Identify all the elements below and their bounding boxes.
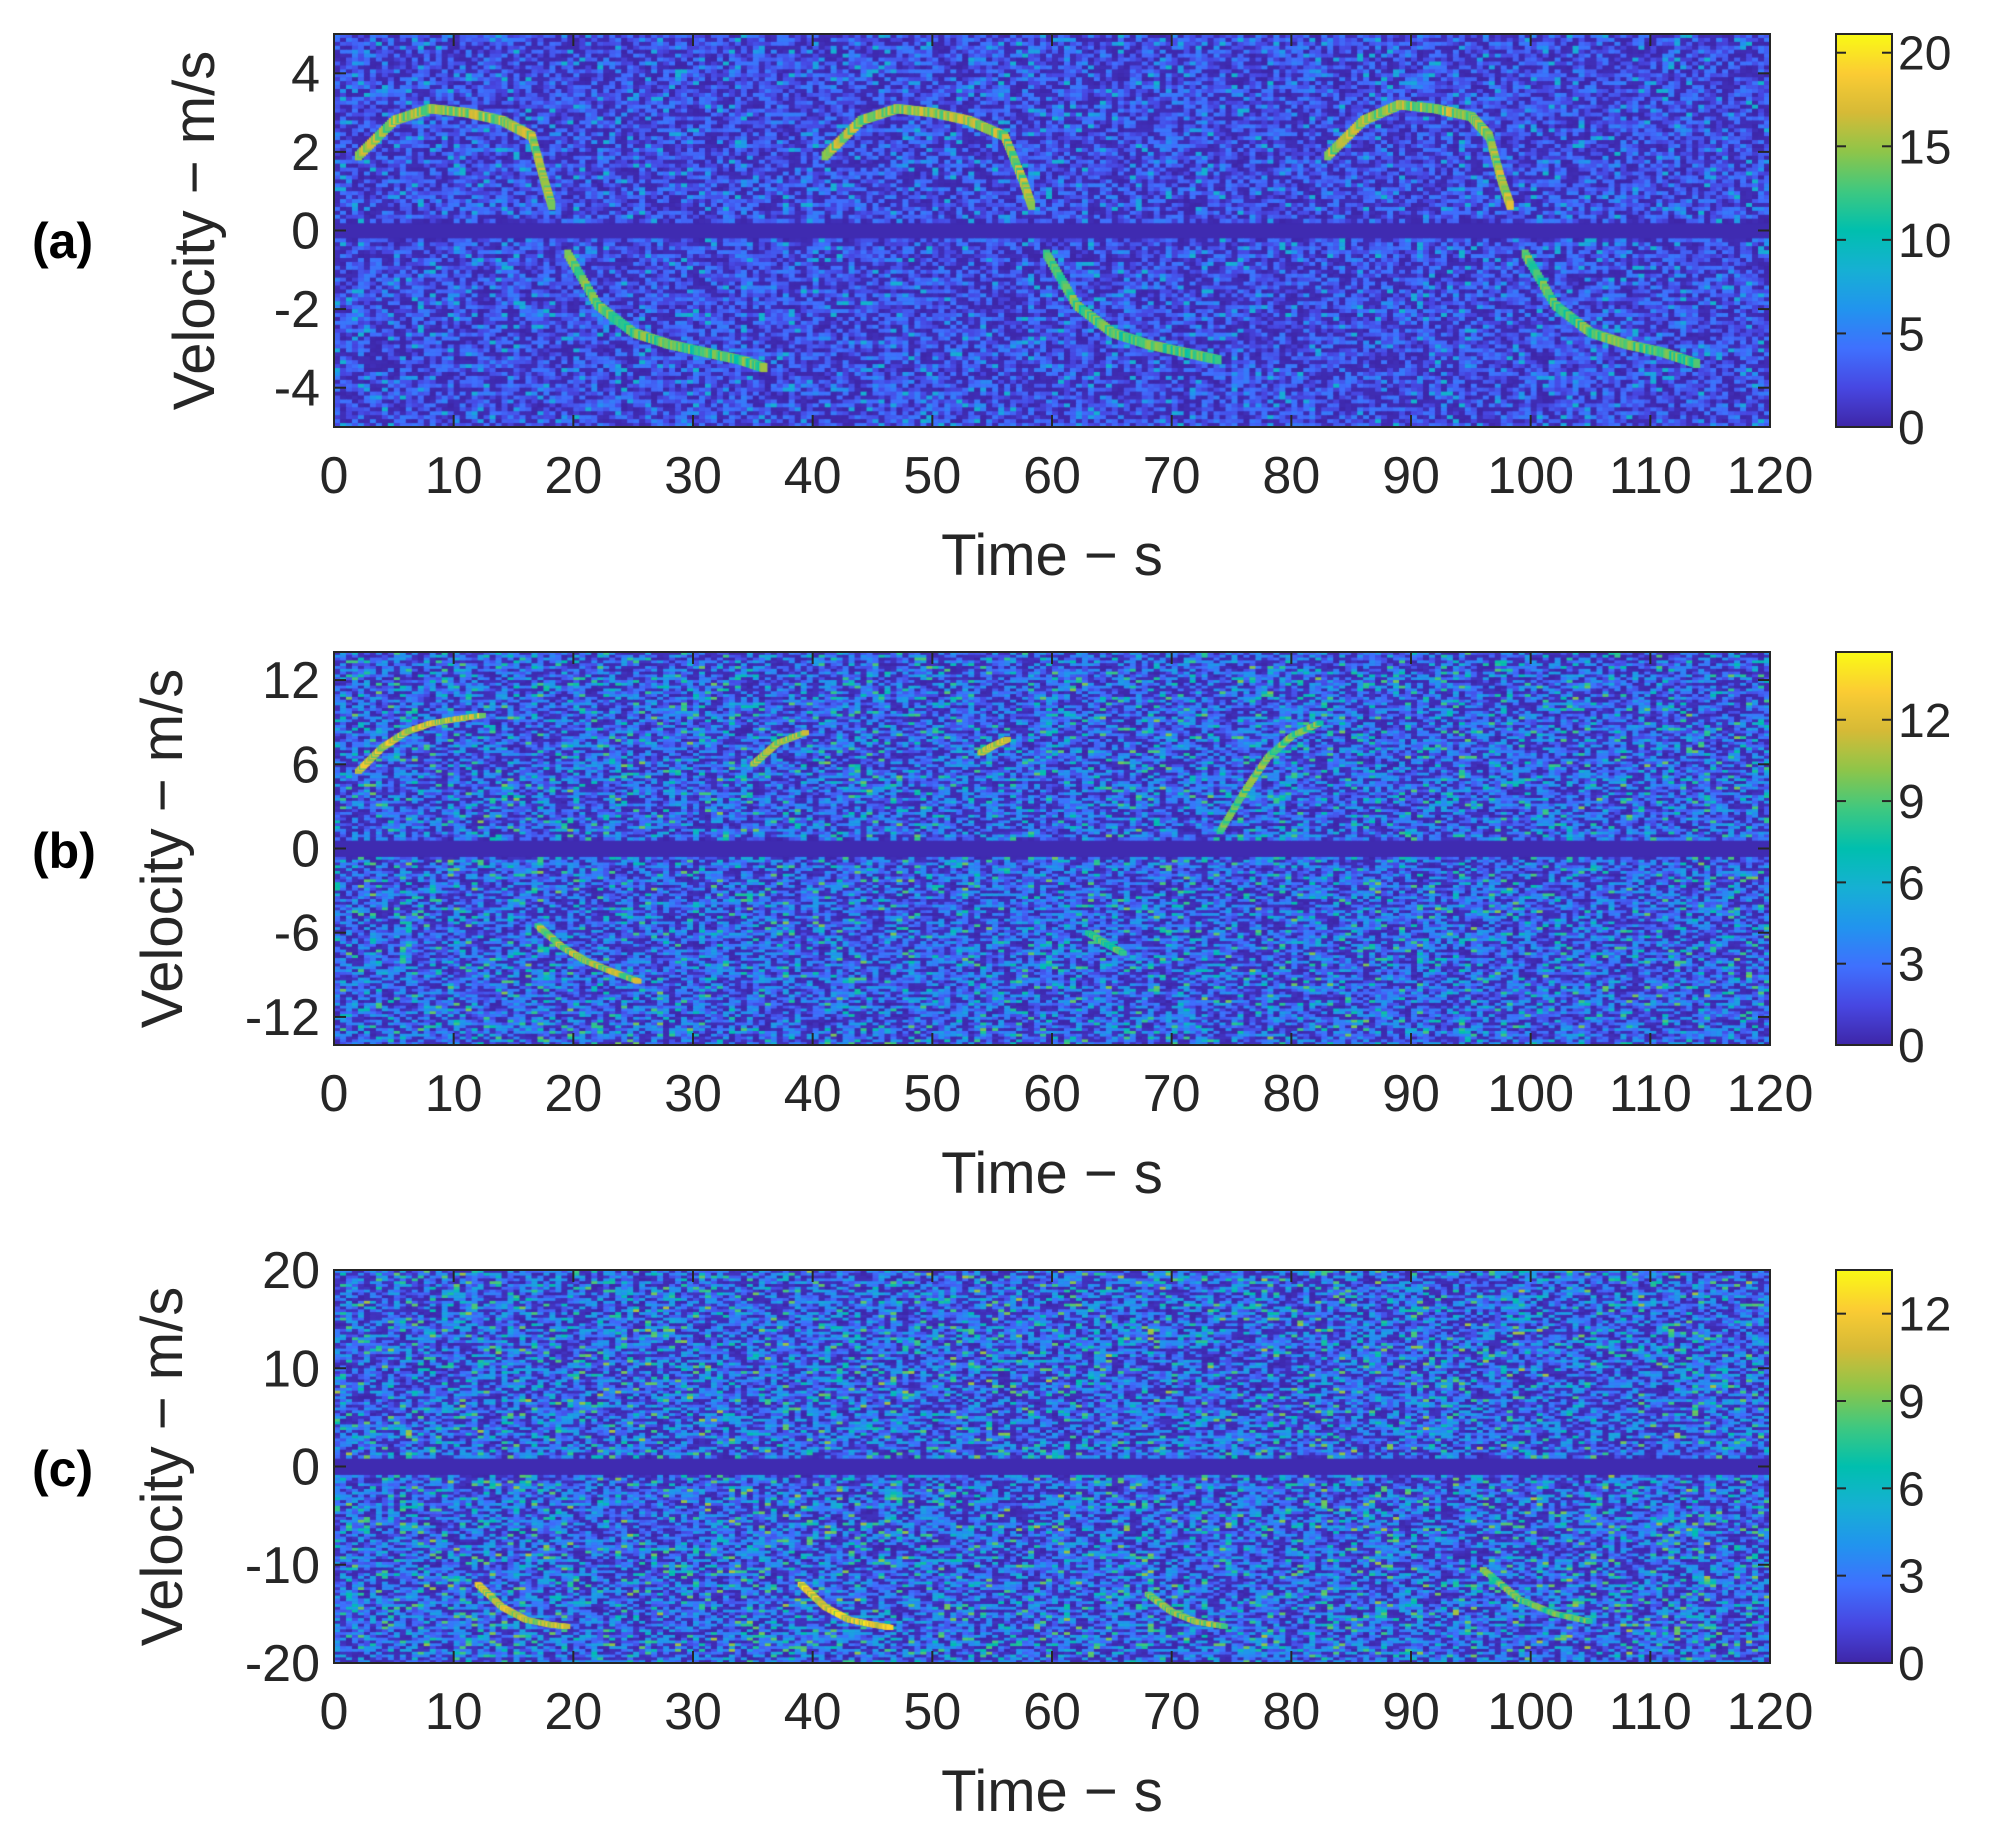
colorbar-tick-label-a: 10 xyxy=(1898,215,1951,268)
x-tick-label-c: 70 xyxy=(1143,1683,1201,1741)
y-axis-title-a: Velocity − m/s xyxy=(162,51,227,410)
x-tick-label-b: 50 xyxy=(903,1065,961,1123)
panel-b: (b) 0 10 20 30 40 50 60 70 80 90 100 110 120-12-6061… xyxy=(32,651,1951,1206)
y-axis-title-b: Velocity − m/s xyxy=(130,669,195,1028)
x-tick-label-c: 80 xyxy=(1262,1683,1320,1741)
panel-label-a: (a) xyxy=(32,213,93,269)
x-tick-label-c: 110 xyxy=(1609,1683,1692,1741)
x-tick-label-b: 60 xyxy=(1023,1065,1081,1123)
x-tick-label-b: 90 xyxy=(1382,1065,1440,1123)
panel-a: (a) 0 10 20 30 40 50 60 70 80 90 100 110 120-4-2024T… xyxy=(32,28,1951,588)
x-tick-label-b: 0 xyxy=(320,1065,349,1123)
x-tick-label-a: 90 xyxy=(1382,447,1440,505)
colorbar-tick-label-a: 5 xyxy=(1898,308,1925,361)
x-tick-label-a: 60 xyxy=(1023,447,1081,505)
x-tick-label-c: 0 xyxy=(320,1683,349,1741)
y-tick-label-b: 6 xyxy=(291,736,320,794)
panel-label-c: (c) xyxy=(32,1441,93,1497)
y-tick-label-a: 0 xyxy=(291,203,320,261)
panel-label-b: (b) xyxy=(32,823,96,879)
x-tick-label-a: 40 xyxy=(784,447,842,505)
colorbar-tick-label-c: 9 xyxy=(1898,1376,1925,1429)
colorbar-tick-label-a: 15 xyxy=(1898,121,1951,174)
x-tick-label-a: 70 xyxy=(1143,447,1201,505)
colorbar-tick-label-b: 0 xyxy=(1898,1020,1925,1073)
x-tick-label-c: 50 xyxy=(903,1683,961,1741)
colorbar-tick-label-b: 9 xyxy=(1898,776,1925,829)
x-tick-label-c: 30 xyxy=(664,1683,722,1741)
x-tick-label-b: 30 xyxy=(664,1065,722,1123)
y-tick-label-a: 2 xyxy=(291,124,320,182)
x-axis-title-c: Time − s xyxy=(941,1759,1163,1824)
x-axis-title-b: Time − s xyxy=(941,1141,1163,1206)
colorbar-tick-label-b: 12 xyxy=(1898,695,1951,748)
x-tick-label-a: 80 xyxy=(1262,447,1320,505)
colorbar-tick-label-c: 0 xyxy=(1898,1638,1925,1691)
x-tick-label-a: 20 xyxy=(544,447,602,505)
x-tick-label-c: 10 xyxy=(425,1683,483,1741)
x-tick-label-c: 60 xyxy=(1023,1683,1081,1741)
colorbar-a xyxy=(1835,33,1893,428)
y-tick-label-a: -4 xyxy=(274,360,320,418)
heatmap-c-frame xyxy=(334,1270,1770,1663)
x-tick-label-b: 20 xyxy=(544,1065,602,1123)
colorbar-tick-label-a: 0 xyxy=(1898,402,1925,455)
x-tick-label-c: 90 xyxy=(1382,1683,1440,1741)
x-tick-label-b: 110 xyxy=(1609,1065,1692,1123)
x-tick-label-c: 40 xyxy=(784,1683,842,1741)
y-tick-label-b: 0 xyxy=(291,821,320,879)
heatmap-b-canvas xyxy=(334,652,1770,1045)
panel-c: (c) 0 10 20 30 40 50 60 70 80 90 100 110 120-20-1001… xyxy=(32,1242,1951,1824)
y-tick-label-c: -10 xyxy=(245,1537,320,1595)
y-tick-label-a: 4 xyxy=(291,45,320,103)
heatmap-b-frame xyxy=(334,652,1770,1045)
x-tick-label-a: 120 xyxy=(1727,447,1814,505)
x-tick-label-b: 10 xyxy=(425,1065,483,1123)
y-tick-label-c: -20 xyxy=(245,1635,320,1693)
y-tick-label-b: 12 xyxy=(262,652,320,710)
y-tick-label-b: -6 xyxy=(274,905,320,963)
y-tick-label-b: -12 xyxy=(245,989,320,1047)
x-tick-label-c: 120 xyxy=(1727,1683,1814,1741)
colorbar-b xyxy=(1835,651,1893,1046)
colorbar-tick-label-a: 20 xyxy=(1898,28,1951,81)
x-tick-label-a: 110 xyxy=(1609,447,1692,505)
colorbar-tick-label-c: 6 xyxy=(1898,1463,1925,1516)
x-tick-label-b: 120 xyxy=(1727,1065,1814,1123)
y-tick-label-a: -2 xyxy=(274,281,320,339)
y-axis-title-c: Velocity − m/s xyxy=(130,1287,195,1646)
y-tick-label-c: 10 xyxy=(262,1340,320,1398)
x-tick-label-a: 100 xyxy=(1487,447,1574,505)
x-tick-label-a: 0 xyxy=(320,447,349,505)
y-tick-label-c: 20 xyxy=(262,1242,320,1300)
axes-b: 0 10 20 30 40 50 60 70 80 90 100 110 120-12-60612Tim… xyxy=(130,651,1951,1206)
axes-a: 0 10 20 30 40 50 60 70 80 90 100 110 120-4-2024Time … xyxy=(162,28,1951,588)
heatmap-a-frame xyxy=(334,34,1770,427)
colorbar-tick-label-c: 12 xyxy=(1898,1289,1951,1342)
axes-c: 0 10 20 30 40 50 60 70 80 90 100 110 120-20-1001020T… xyxy=(130,1242,1951,1824)
x-tick-label-a: 50 xyxy=(903,447,961,505)
x-tick-label-a: 30 xyxy=(664,447,722,505)
colorbar-tick-label-c: 3 xyxy=(1898,1551,1925,1604)
x-axis-title-a: Time − s xyxy=(941,523,1163,588)
x-tick-label-b: 40 xyxy=(784,1065,842,1123)
y-tick-label-c: 0 xyxy=(291,1439,320,1497)
x-tick-label-c: 100 xyxy=(1487,1683,1574,1741)
x-tick-label-b: 80 xyxy=(1262,1065,1320,1123)
x-tick-label-b: 70 xyxy=(1143,1065,1201,1123)
colorbar-tick-label-b: 6 xyxy=(1898,857,1925,910)
heatmap-a-canvas xyxy=(334,34,1770,427)
colorbar-tick-label-b: 3 xyxy=(1898,939,1925,992)
x-tick-label-c: 20 xyxy=(544,1683,602,1741)
colorbar-c xyxy=(1835,1269,1893,1664)
heatmap-c-canvas xyxy=(334,1270,1770,1663)
x-tick-label-a: 10 xyxy=(425,447,483,505)
x-tick-label-b: 100 xyxy=(1487,1065,1574,1123)
